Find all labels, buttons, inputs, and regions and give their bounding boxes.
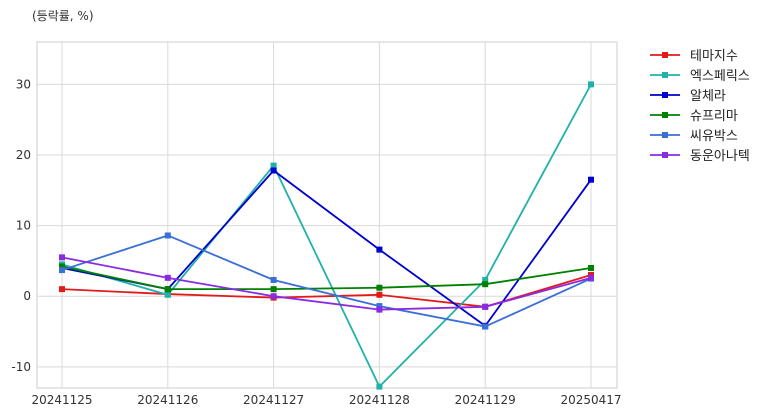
- data-point: [59, 263, 65, 270]
- data-point: [588, 274, 594, 281]
- legend-marker: [662, 72, 668, 78]
- data-point: [270, 276, 277, 283]
- x-tick-label: 20250417: [560, 393, 621, 407]
- legend-item: 테마지수: [650, 49, 738, 64]
- data-point: [270, 167, 277, 174]
- data-point: [376, 291, 383, 298]
- series-line: [61, 234, 592, 328]
- data-point: [59, 286, 65, 293]
- x-tick-label: 20241128: [349, 393, 410, 407]
- legend-item: 슈프리마: [650, 109, 738, 124]
- data-point: [376, 383, 383, 390]
- x-tick-label: 20241125: [31, 393, 92, 407]
- data-point: [376, 284, 383, 291]
- y-tick-label: 30: [16, 77, 31, 91]
- data-point: [482, 276, 489, 283]
- data-point: [59, 254, 65, 261]
- legend-marker: [662, 132, 668, 138]
- data-point: [270, 162, 277, 169]
- series-line: [61, 83, 592, 389]
- legend-item: 씨유박스: [650, 129, 738, 144]
- plot-frame: [36, 41, 618, 389]
- data-point: [482, 323, 489, 330]
- data-point: [164, 291, 171, 298]
- legend-item: 엑스페릭스: [650, 69, 750, 84]
- unit-label: (등락률, %): [32, 9, 94, 23]
- legend-marker: [662, 92, 668, 98]
- data-point: [376, 303, 383, 310]
- grid: [36, 41, 618, 389]
- data-point: [164, 274, 171, 281]
- legend-label: 슈프리마: [690, 109, 738, 124]
- data-point: [270, 293, 277, 300]
- series-line: [61, 265, 592, 291]
- series-4: [59, 263, 594, 293]
- series-line: [61, 256, 592, 311]
- series-2: [59, 81, 594, 390]
- data-point: [376, 246, 383, 253]
- series-5: [59, 232, 594, 330]
- y-tick-label: 10: [16, 219, 31, 233]
- data-point: [588, 81, 594, 88]
- y-tick-label: -10: [11, 360, 31, 374]
- axes: -10 0 10 20 30 20241125 20241126 20241127 202411…: [11, 77, 621, 407]
- y-tick-label: 20: [16, 148, 31, 162]
- legend-item: 동운아나텍: [650, 149, 750, 164]
- x-tick-label: 20241129: [455, 393, 516, 407]
- legend-label: 동운아나텍: [690, 149, 750, 164]
- data-point: [376, 306, 383, 313]
- series-3: [59, 167, 594, 329]
- data-point: [164, 232, 171, 239]
- data-point: [270, 286, 277, 293]
- y-tick-label: 0: [23, 289, 31, 303]
- legend-label: 씨유박스: [690, 129, 738, 144]
- data-point: [588, 176, 594, 183]
- legend-label: 엑스페릭스: [690, 69, 750, 84]
- legend-marker: [662, 112, 668, 118]
- legend-label: 테마지수: [690, 49, 738, 64]
- data-point: [482, 303, 489, 310]
- series-lines: [59, 81, 594, 390]
- legend-marker: [662, 152, 668, 158]
- x-tick-label: 20241127: [243, 393, 304, 407]
- x-tick-label: 20241126: [137, 393, 198, 407]
- legend-item: 알체라: [650, 89, 726, 104]
- data-point: [588, 264, 594, 271]
- data-point: [59, 267, 65, 274]
- data-point: [164, 286, 171, 293]
- series-6: [59, 254, 594, 313]
- legend-label: 알체라: [690, 89, 726, 104]
- legend-marker: [662, 52, 668, 58]
- data-point: [482, 281, 489, 288]
